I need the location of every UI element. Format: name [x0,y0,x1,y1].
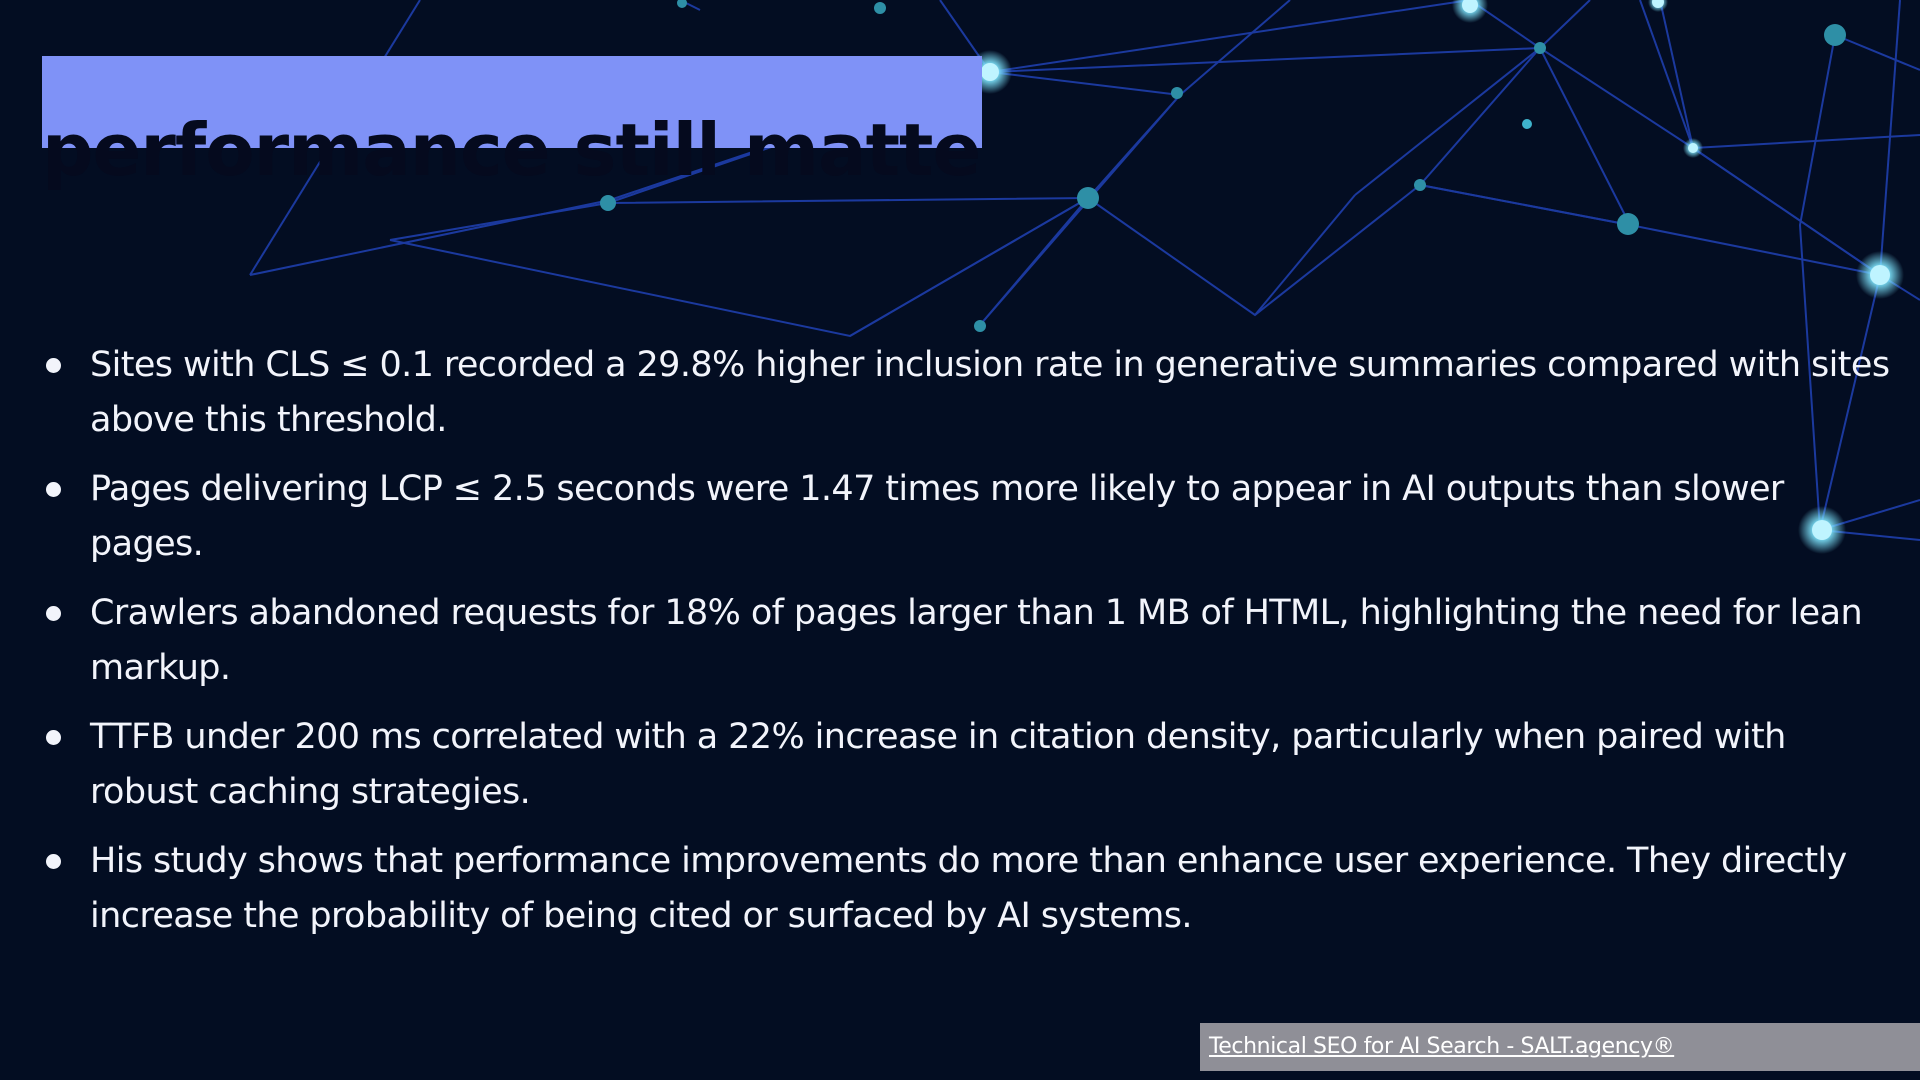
title-highlight [42,56,982,148]
bullet-text: His study shows that performance improve… [90,841,1847,936]
list-item: Pages delivering LCP ≤ 2.5 seconds were … [42,462,1892,572]
footer-bar [1200,1023,1920,1071]
bullet-dot-icon [46,730,61,745]
bullet-list: Sites with CLS ≤ 0.1 recorded a 29.8% hi… [42,338,1892,958]
page-title: performance still matters [42,108,982,193]
list-item: Crawlers abandoned requests for 18% of p… [42,586,1892,696]
bullet-dot-icon [46,482,61,497]
bullet-dot-icon [46,606,61,621]
bullet-dot-icon [46,358,61,373]
list-item: Sites with CLS ≤ 0.1 recorded a 29.8% hi… [42,338,1892,448]
list-item: His study shows that performance improve… [42,834,1892,944]
footer-source-link[interactable]: Technical SEO for AI Search - SALT.agenc… [1209,1034,1675,1059]
bullet-dot-icon [46,854,61,869]
bullet-text: Crawlers abandoned requests for 18% of p… [90,593,1863,688]
bullet-text: TTFB under 200 ms correlated with a 22% … [90,717,1786,812]
bullet-text: Pages delivering LCP ≤ 2.5 seconds were … [90,469,1784,564]
bullet-text: Sites with CLS ≤ 0.1 recorded a 29.8% hi… [90,345,1890,440]
list-item: TTFB under 200 ms correlated with a 22% … [42,710,1892,820]
